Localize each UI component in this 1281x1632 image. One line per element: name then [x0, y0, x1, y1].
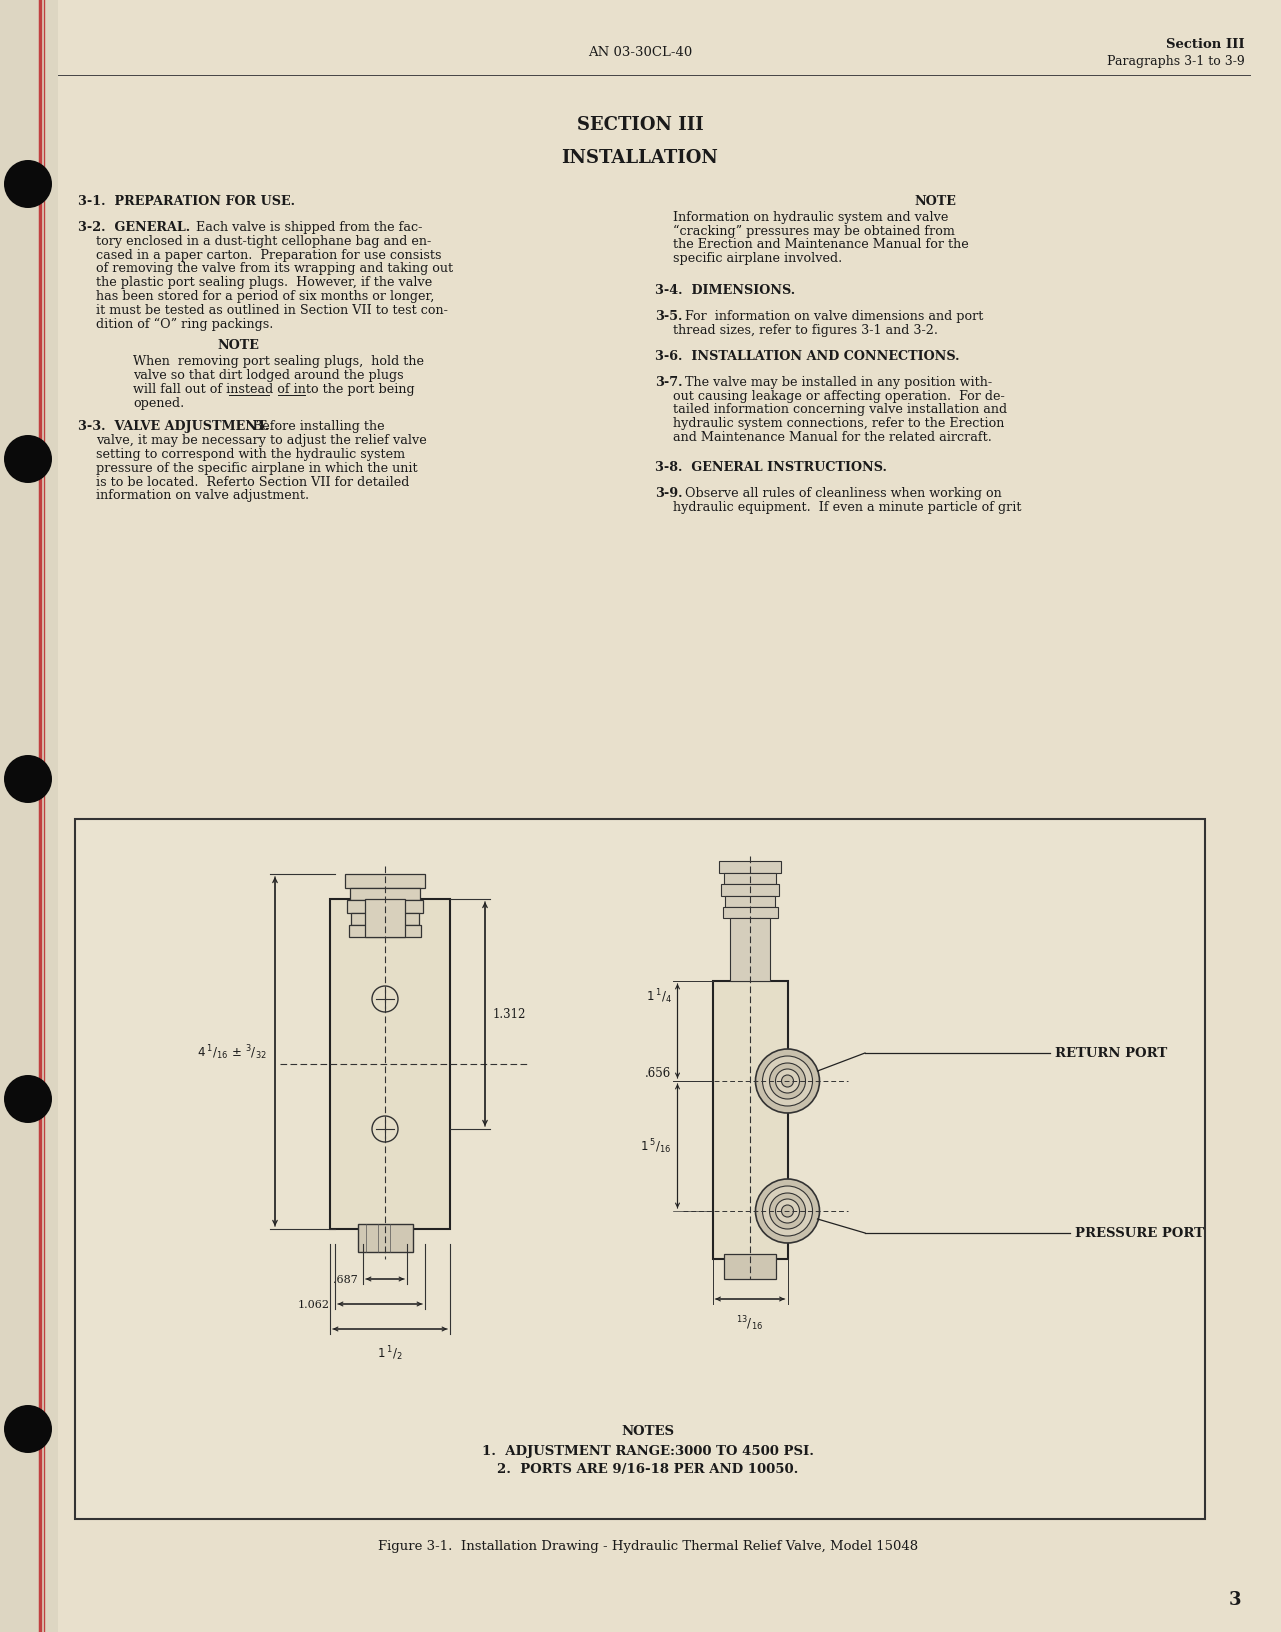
Text: setting to correspond with the hydraulic system: setting to correspond with the hydraulic… — [96, 447, 405, 460]
Text: The valve may be installed in any position with-: The valve may be installed in any positi… — [685, 375, 991, 388]
Text: information on valve adjustment.: information on valve adjustment. — [96, 490, 309, 503]
Text: 3-6.  INSTALLATION AND CONNECTIONS.: 3-6. INSTALLATION AND CONNECTIONS. — [655, 349, 959, 362]
Circle shape — [4, 436, 53, 483]
Text: the plastic port sealing plugs.  However, if the valve: the plastic port sealing plugs. However,… — [96, 276, 432, 289]
Circle shape — [775, 1200, 799, 1224]
Text: tailed information concerning valve installation and: tailed information concerning valve inst… — [673, 403, 1007, 416]
Text: cased in a paper carton.  Preparation for use consists: cased in a paper carton. Preparation for… — [96, 248, 442, 261]
Text: $1\,^{5}/_{16}$: $1\,^{5}/_{16}$ — [640, 1138, 671, 1155]
Circle shape — [371, 1116, 398, 1142]
Text: “cracking” pressures may be obtained from: “cracking” pressures may be obtained fro… — [673, 225, 954, 238]
Text: PRESSURE PORT: PRESSURE PORT — [1075, 1227, 1204, 1240]
Text: NOTES: NOTES — [621, 1425, 675, 1438]
Text: Observe all rules of cleanliness when working on: Observe all rules of cleanliness when wo… — [685, 486, 1002, 499]
Bar — [350, 888, 420, 901]
Text: 3-9.: 3-9. — [655, 486, 683, 499]
Circle shape — [4, 1405, 53, 1452]
Text: RETURN PORT: RETURN PORT — [1056, 1046, 1167, 1059]
Circle shape — [762, 1186, 812, 1237]
Bar — [76, 819, 1205, 1519]
Bar — [357, 1224, 412, 1252]
Text: the Erection and Maintenance Manual for the: the Erection and Maintenance Manual for … — [673, 238, 968, 251]
Bar — [722, 907, 778, 919]
Text: 3-2.  GENERAL.: 3-2. GENERAL. — [78, 220, 190, 233]
Text: specific airplane involved.: specific airplane involved. — [673, 251, 842, 264]
Text: When  removing port sealing plugs,  hold the: When removing port sealing plugs, hold t… — [133, 356, 424, 367]
Text: 3-8.  GENERAL INSTRUCTIONS.: 3-8. GENERAL INSTRUCTIONS. — [655, 460, 886, 473]
Bar — [724, 873, 776, 885]
Text: Paragraphs 3-1 to 3-9: Paragraphs 3-1 to 3-9 — [1107, 55, 1245, 69]
Text: 3-3.  VALVE ADJUSTMENT.: 3-3. VALVE ADJUSTMENT. — [78, 419, 269, 432]
Text: $^{13}/_{16}$: $^{13}/_{16}$ — [737, 1314, 763, 1332]
Text: is to be located.  Refer​to Section VII for detailed: is to be located. Refer​to Section VII f… — [96, 475, 410, 488]
Text: has been stored for a period of six months or longer,: has been stored for a period of six mont… — [96, 290, 434, 304]
Text: 3-7.: 3-7. — [655, 375, 683, 388]
Bar — [712, 981, 788, 1260]
Circle shape — [762, 1056, 812, 1106]
Text: $1\,^{1}/_{4}$: $1\,^{1}/_{4}$ — [646, 986, 671, 1005]
Text: it must be tested as outlined in Section VII to test con-: it must be tested as outlined in Section… — [96, 304, 448, 317]
Text: out causing leakage or affecting operation.  For de-: out causing leakage or affecting operati… — [673, 390, 1004, 403]
Text: of removing the valve from its wrapping and taking out: of removing the valve from its wrapping … — [96, 263, 453, 276]
Text: 3-1.  PREPARATION FOR USE.: 3-1. PREPARATION FOR USE. — [78, 194, 295, 207]
Circle shape — [781, 1206, 793, 1217]
Circle shape — [4, 756, 53, 803]
Bar — [348, 925, 421, 937]
Text: Each valve is shipped from the fac-: Each valve is shipped from the fac- — [196, 220, 423, 233]
Circle shape — [756, 1180, 820, 1244]
Text: dition of “O” ring packings.: dition of “O” ring packings. — [96, 317, 273, 331]
Circle shape — [775, 1069, 799, 1093]
Text: valve, it may be necessary to adjust the relief valve: valve, it may be necessary to adjust the… — [96, 434, 427, 447]
Bar — [365, 899, 405, 937]
Text: 3-5.: 3-5. — [655, 310, 683, 323]
Text: $4\,^{1}/_{16}\,\pm\,^{3}/_{32}$: $4\,^{1}/_{16}\,\pm\,^{3}/_{32}$ — [197, 1043, 266, 1061]
Text: Before installing the: Before installing the — [254, 419, 384, 432]
Text: 1.312: 1.312 — [493, 1009, 526, 1022]
Text: Section III: Section III — [1167, 38, 1245, 51]
Text: thread sizes, refer to figures 3-1 and 3-2.: thread sizes, refer to figures 3-1 and 3… — [673, 323, 938, 336]
Text: opened.: opened. — [133, 397, 184, 410]
Text: NOTE: NOTE — [915, 194, 956, 207]
Text: will fall out of instead of into the port being: will fall out of instead of into the por… — [133, 382, 415, 395]
Text: tory enclosed in a dust-tight cellophane bag and en-: tory enclosed in a dust-tight cellophane… — [96, 235, 432, 248]
Text: pressure of the specific airplane in which the unit: pressure of the specific airplane in whi… — [96, 462, 418, 475]
Circle shape — [756, 1049, 820, 1113]
Text: 3-4.  DIMENSIONS.: 3-4. DIMENSIONS. — [655, 284, 796, 297]
Circle shape — [4, 1075, 53, 1123]
Text: hydraulic system connections, refer to the Erection: hydraulic system connections, refer to t… — [673, 416, 1004, 429]
Circle shape — [770, 1193, 806, 1229]
Circle shape — [4, 162, 53, 209]
Bar — [730, 919, 770, 981]
Bar — [330, 899, 450, 1229]
Text: and Maintenance Manual for the related aircraft.: and Maintenance Manual for the related a… — [673, 431, 991, 444]
Text: NOTE: NOTE — [216, 339, 259, 353]
Text: 1.062: 1.062 — [298, 1299, 330, 1309]
Text: $1\,^{1}/_{2}$: $1\,^{1}/_{2}$ — [377, 1343, 402, 1361]
Text: AN 03-30CL-40: AN 03-30CL-40 — [588, 46, 692, 59]
Bar — [0, 0, 58, 1632]
Text: 2.  PORTS ARE 9/16-18 PER AND 10050.: 2. PORTS ARE 9/16-18 PER AND 10050. — [497, 1462, 798, 1475]
Bar — [721, 885, 779, 896]
Text: For  information on valve dimensions and port: For information on valve dimensions and … — [685, 310, 984, 323]
Bar — [347, 901, 423, 914]
Bar — [719, 862, 781, 873]
Text: valve so that dirt lodged around the plugs: valve so that dirt lodged around the plu… — [133, 369, 404, 382]
Text: 1.  ADJUSTMENT RANGE:3000 TO 4500 PSI.: 1. ADJUSTMENT RANGE:3000 TO 4500 PSI. — [482, 1444, 813, 1457]
Text: Information on hydraulic system and valve: Information on hydraulic system and valv… — [673, 211, 948, 224]
Text: hydraulic equipment.  If even a minute particle of grit: hydraulic equipment. If even a minute pa… — [673, 501, 1021, 514]
Bar — [725, 896, 775, 907]
Circle shape — [371, 986, 398, 1012]
Text: .687: .687 — [333, 1275, 357, 1284]
Text: SECTION III: SECTION III — [576, 116, 703, 134]
Text: Figure 3-1.  Installation Drawing - Hydraulic Thermal Relief Valve, Model 15048: Figure 3-1. Installation Drawing - Hydra… — [378, 1539, 918, 1552]
Circle shape — [781, 1075, 793, 1087]
Bar — [724, 1255, 776, 1279]
Circle shape — [770, 1064, 806, 1100]
Text: INSTALLATION: INSTALLATION — [561, 149, 719, 166]
Bar — [345, 875, 425, 888]
Text: 3: 3 — [1228, 1590, 1241, 1608]
Text: .656: .656 — [646, 1067, 671, 1080]
Bar — [351, 914, 419, 925]
